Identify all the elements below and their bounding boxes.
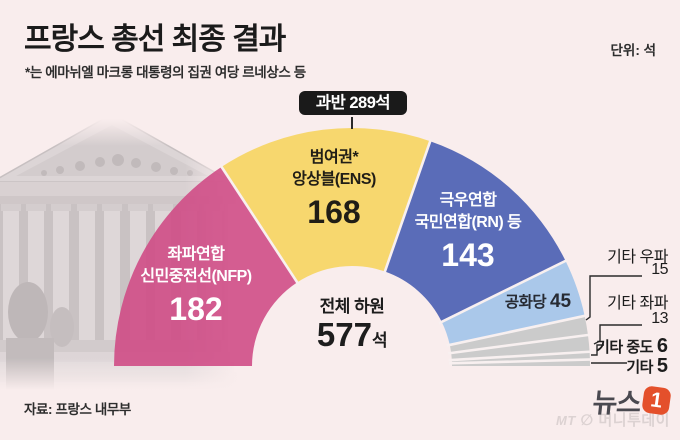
total-caption: 전체 하원	[319, 297, 385, 316]
total-label: 전체 하원 577석	[316, 292, 388, 353]
news1-logo-text: 뉴스	[591, 387, 643, 418]
legend-other-label: 기타	[626, 359, 653, 376]
legend-other-center-label: 기타 중도	[596, 339, 653, 356]
label-ens: 범여권* 앙상블(ENS) 168	[292, 147, 376, 230]
wedge-separator	[219, 164, 300, 286]
label-nfp: 좌파연합 신민중전선(NFP) 182	[140, 244, 252, 327]
wedge-1	[221, 128, 431, 283]
ens-seats: 168	[307, 194, 361, 230]
majority-badge: 과반 289석	[299, 91, 407, 115]
news1-logo: 뉴스 1 MT ∅ 머니투데이	[556, 384, 672, 430]
wedge-0	[114, 166, 298, 366]
wedge-3	[441, 260, 585, 345]
legend-other-right-value: 15	[651, 261, 668, 278]
wedge-separator	[448, 358, 592, 365]
label-rn: 극우연합 국민연합(RN) 등 143	[415, 190, 522, 273]
legend-other-left-label: 기타 좌파	[607, 295, 668, 312]
footnote-asterisk: *는 에마뉘엘 마크롱 대통령의 집권 여당 르네상스 등	[25, 65, 306, 80]
legend-other-left-value: 13	[651, 310, 668, 327]
legend-other-value: 5	[656, 355, 668, 377]
mt-mark: MT	[556, 413, 576, 428]
news1-logo-badge: 1	[641, 384, 672, 416]
nfp-name-line2: 신민중전선(NFP)	[140, 268, 252, 285]
ens-name-line1: 범여권*	[309, 149, 359, 166]
wedge-2	[384, 141, 566, 322]
nfp-name-line1: 좌파연합	[167, 246, 225, 263]
page-title: 프랑스 총선 최종 결과	[24, 23, 286, 56]
nfp-seats: 182	[169, 291, 223, 327]
legend-other-center: 기타 중도 6	[596, 335, 668, 358]
republicans-name: 공화당	[504, 294, 547, 311]
wedge-separator	[438, 258, 568, 325]
ens-name-line2: 앙상블(ENS)	[292, 171, 376, 188]
rn-seats: 143	[441, 237, 495, 273]
wedge-separator	[382, 138, 433, 275]
wedge-separator	[448, 350, 592, 362]
leader-other-right	[585, 275, 642, 321]
legend-other: 기타 5	[626, 355, 668, 378]
moneytoday-name: 머니투데이	[598, 412, 670, 429]
leader-other-left	[593, 324, 642, 345]
majority-pointer-line	[351, 117, 353, 129]
wedge-4	[449, 315, 588, 353]
rn-name-line2: 국민연합(RN) 등	[414, 214, 522, 231]
moneytoday-symbol-icon: ∅	[580, 412, 594, 429]
total-seats: 577	[316, 316, 372, 353]
total-unit: 석	[371, 331, 388, 350]
leader-lines	[585, 275, 642, 364]
moneytoday-watermark: MT ∅ 머니투데이	[556, 409, 670, 430]
legend-other-right-label: 기타 우파	[607, 249, 668, 266]
source-credit: 자료: 프랑스 내무부	[24, 402, 131, 417]
rn-name-line1: 극우연합	[439, 192, 497, 209]
wedge-separator	[446, 314, 587, 347]
republicans-seats: 45	[549, 291, 572, 312]
label-republicans: 공화당 45	[505, 290, 571, 313]
legend-other-center-value: 6	[656, 335, 668, 357]
leader-other-center	[591, 344, 604, 356]
wedge-separator	[448, 333, 591, 355]
unit-label: 단위: 석	[610, 43, 656, 58]
